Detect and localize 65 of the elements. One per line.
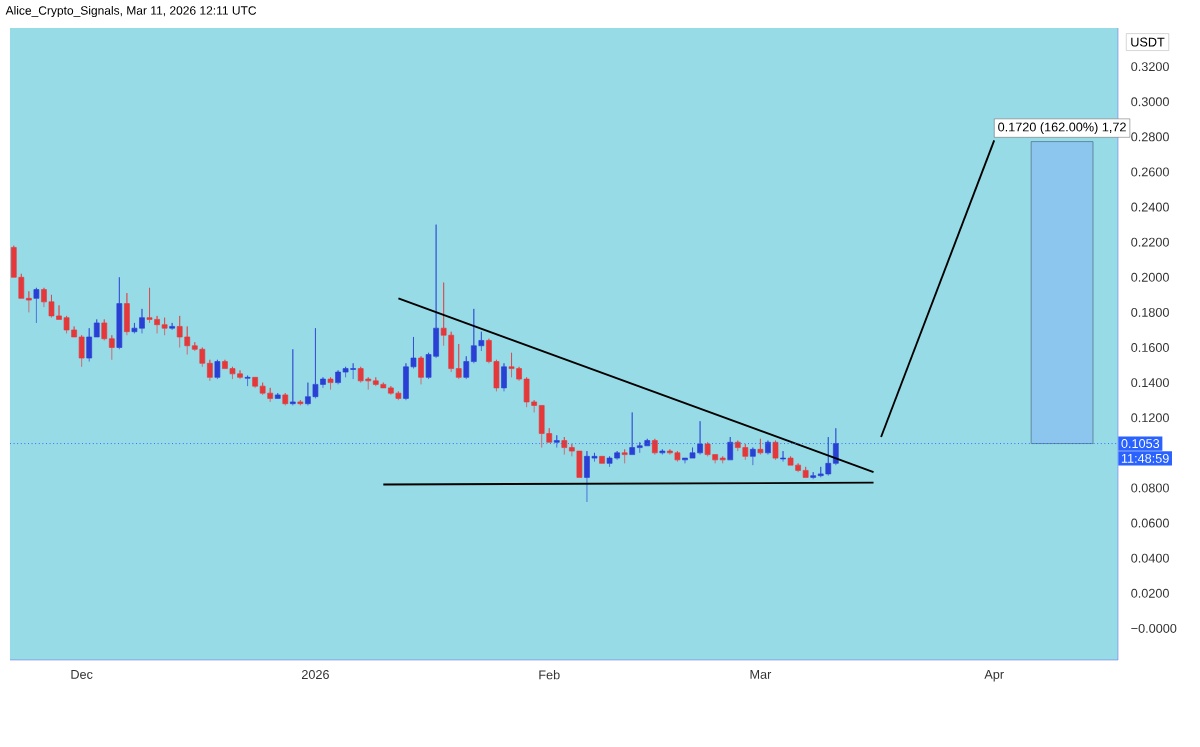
text: 11:48:59 <box>1121 453 1169 463</box>
candlestick <box>244 375 251 387</box>
candlestick <box>282 392 289 406</box>
candlestick <box>101 319 108 341</box>
candlestick <box>33 287 40 324</box>
y-tick-label: 0.0600 <box>1131 518 1169 528</box>
candlestick <box>659 448 666 455</box>
y-tick-label: 0.2800 <box>1131 132 1169 142</box>
x-tick-label: Mar <box>750 670 772 679</box>
y-tick-label: 0.2600 <box>1131 167 1169 177</box>
candlestick <box>418 355 424 385</box>
candlestick <box>561 436 568 455</box>
candlestick <box>86 327 93 362</box>
y-tick-label: 0.0200 <box>1131 588 1169 598</box>
candlestick <box>93 319 100 338</box>
y-tick-label: −0.0000 <box>1131 623 1177 633</box>
candlestick <box>501 362 507 392</box>
candlestick <box>169 322 175 331</box>
x-tick-label: Apr <box>984 670 1004 682</box>
candlestick <box>802 466 809 478</box>
x-tick-label: 2026 <box>301 670 329 680</box>
candlestick <box>26 290 32 313</box>
y-tick-label: 0.2200 <box>1131 237 1169 247</box>
ref-line-label: 0.1053 <box>1121 439 1160 449</box>
candlestick <box>810 471 817 480</box>
candlestick <box>455 343 462 380</box>
y-tick-label: 0.2000 <box>1131 272 1169 282</box>
x-tick-label: Dec <box>71 670 93 679</box>
y-tick-label: 0.1800 <box>1131 307 1169 317</box>
y-tick-label: 0.1400 <box>1131 378 1169 388</box>
candlestick <box>599 456 605 464</box>
candlestick <box>750 447 756 466</box>
candlestick <box>116 276 123 350</box>
y-tick-label: 0.3000 <box>1131 97 1169 107</box>
candlestick <box>274 392 281 399</box>
y-tick-label: 0.0400 <box>1131 553 1169 563</box>
y-axis-title: USDT <box>1131 37 1165 47</box>
candlestick <box>629 412 636 455</box>
candlestick <box>289 348 296 406</box>
y-tick-label: 0.1200 <box>1131 413 1169 423</box>
candlestick <box>78 334 85 368</box>
chart-title: Alice_Crypto_Signals, Mar 11, 2026 12:11 UTC <box>5 5 257 18</box>
candlestick <box>719 456 726 464</box>
candlestick <box>727 436 734 461</box>
candlestick <box>772 440 779 461</box>
candlestick <box>252 377 258 389</box>
candlestick <box>207 359 213 382</box>
candlestick <box>651 438 658 455</box>
y-tick-label: 0.1600 <box>1131 343 1169 352</box>
y-tick-label: 0.3200 <box>1131 62 1169 72</box>
candlestick <box>463 355 470 380</box>
candlestick <box>108 334 115 361</box>
candlestick <box>621 448 628 464</box>
y-tick-label: 0.2400 <box>1131 202 1169 212</box>
candlestick <box>780 450 786 462</box>
y-tick-label: 0.0800 <box>1131 483 1169 493</box>
candlestick <box>327 377 334 390</box>
candlestick <box>757 438 764 455</box>
candlestick <box>297 399 304 406</box>
candlestick <box>124 292 130 336</box>
candlestick <box>214 359 221 380</box>
candlestick <box>765 440 771 455</box>
x-tick-label: Feb <box>539 670 560 680</box>
annotation: 0.1720 (162.00%) 1,72 <box>998 122 1126 134</box>
candlestick <box>553 434 560 448</box>
